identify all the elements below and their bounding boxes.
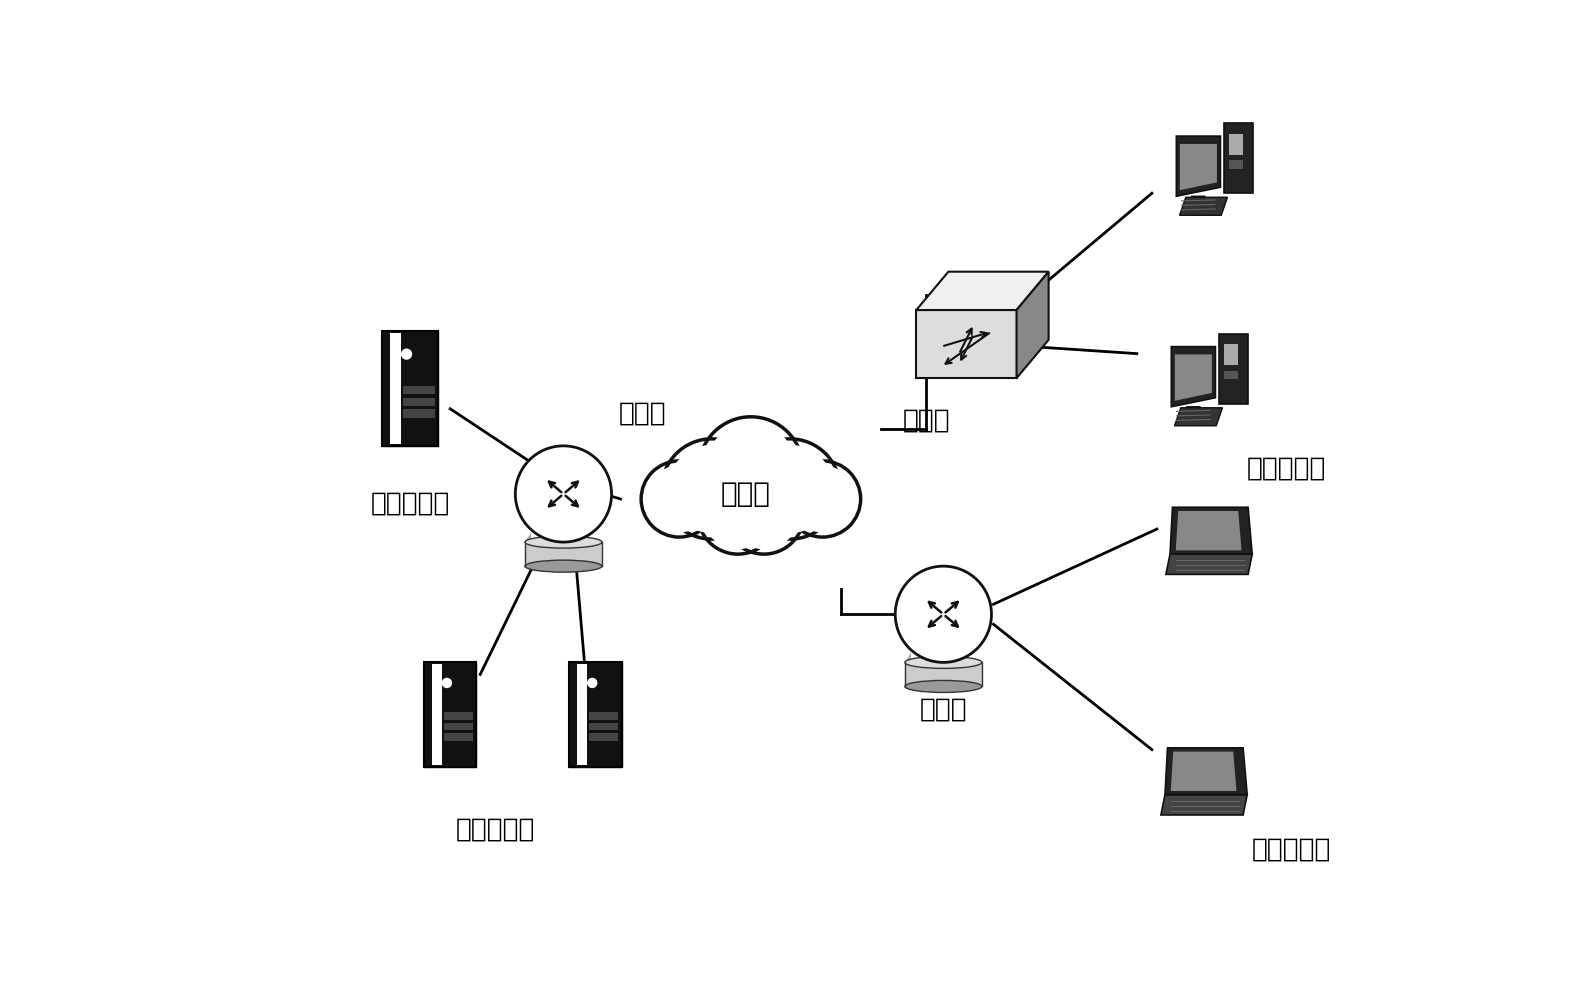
Polygon shape <box>1180 144 1216 191</box>
Polygon shape <box>578 664 587 765</box>
Circle shape <box>724 474 804 554</box>
Ellipse shape <box>904 656 982 668</box>
Polygon shape <box>1170 752 1237 791</box>
Circle shape <box>729 479 799 549</box>
Circle shape <box>747 445 834 533</box>
Polygon shape <box>1165 554 1253 575</box>
Polygon shape <box>589 723 618 731</box>
Ellipse shape <box>904 680 982 692</box>
Bar <box>1229 134 1243 154</box>
Polygon shape <box>382 331 438 349</box>
Circle shape <box>662 438 763 539</box>
Polygon shape <box>1176 511 1242 550</box>
Polygon shape <box>525 532 532 566</box>
Bar <box>673 509 829 559</box>
Polygon shape <box>1172 347 1215 407</box>
Polygon shape <box>1161 794 1247 814</box>
Bar <box>1219 334 1248 404</box>
Circle shape <box>667 445 756 533</box>
Circle shape <box>516 446 611 542</box>
Text: 模拟工作站: 模拟工作站 <box>455 816 535 843</box>
Polygon shape <box>1184 407 1202 418</box>
Ellipse shape <box>525 560 602 573</box>
Polygon shape <box>1176 136 1221 197</box>
Circle shape <box>401 349 412 360</box>
Polygon shape <box>423 662 476 677</box>
Bar <box>1224 123 1253 194</box>
Circle shape <box>702 479 774 549</box>
Circle shape <box>895 566 992 662</box>
Text: 模拟工作站: 模拟工作站 <box>1247 456 1326 482</box>
Circle shape <box>646 466 713 532</box>
Polygon shape <box>403 409 435 417</box>
Polygon shape <box>403 386 435 394</box>
Circle shape <box>699 416 802 521</box>
Polygon shape <box>1165 748 1247 794</box>
Circle shape <box>705 423 796 515</box>
Ellipse shape <box>525 536 602 548</box>
Polygon shape <box>390 334 401 445</box>
Polygon shape <box>589 734 618 741</box>
Text: 控制工作站: 控制工作站 <box>371 491 451 517</box>
Polygon shape <box>1189 197 1207 209</box>
Polygon shape <box>570 662 621 767</box>
Polygon shape <box>589 713 618 720</box>
Polygon shape <box>570 662 621 677</box>
Polygon shape <box>917 310 1017 378</box>
Bar <box>1224 344 1237 365</box>
Polygon shape <box>382 331 438 447</box>
Polygon shape <box>1180 198 1227 216</box>
Circle shape <box>785 461 861 537</box>
Text: 模拟工作站: 模拟工作站 <box>1253 837 1331 863</box>
Bar <box>1224 371 1237 379</box>
Polygon shape <box>904 653 911 686</box>
Polygon shape <box>917 272 1049 310</box>
Polygon shape <box>1170 507 1253 554</box>
Circle shape <box>587 677 597 688</box>
Text: 路由器: 路由器 <box>619 401 665 426</box>
Polygon shape <box>444 723 473 731</box>
Polygon shape <box>1175 408 1223 425</box>
Circle shape <box>697 474 778 554</box>
Polygon shape <box>423 662 476 767</box>
Bar <box>904 662 982 686</box>
Text: 路由器: 路由器 <box>920 697 968 723</box>
Polygon shape <box>403 398 435 406</box>
Text: 交换机: 交换机 <box>903 408 950 433</box>
Polygon shape <box>1175 355 1212 401</box>
Polygon shape <box>1017 272 1049 378</box>
Circle shape <box>790 466 856 532</box>
Bar <box>525 542 602 566</box>
Polygon shape <box>444 734 473 741</box>
Text: 因特网: 因特网 <box>721 480 771 508</box>
Circle shape <box>441 677 452 688</box>
Circle shape <box>642 461 718 537</box>
Circle shape <box>740 438 841 539</box>
Polygon shape <box>444 713 473 720</box>
Bar <box>1229 160 1243 168</box>
Polygon shape <box>431 664 441 765</box>
